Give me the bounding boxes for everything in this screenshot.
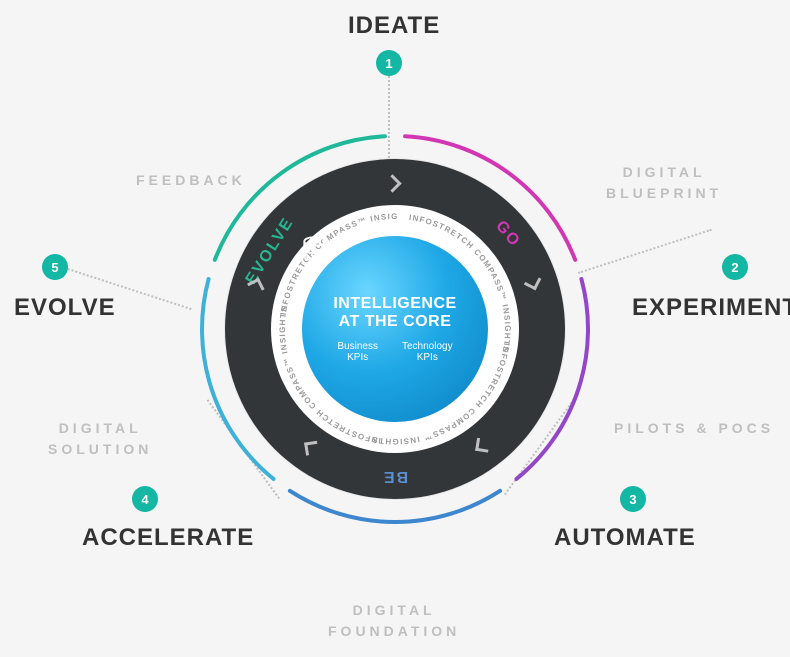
kpi-label: Business KPIs (337, 341, 378, 363)
stage-badge-1: 1 (376, 50, 402, 76)
core-title-2: AT THE CORE (339, 313, 452, 331)
chevron-icon (386, 177, 404, 195)
outer-label-text: PILOTS & POCS (614, 420, 774, 436)
outer-label-text: DIGITAL SOLUTION (48, 420, 152, 457)
core-kpi-business: Business KPIs (337, 341, 378, 363)
blue-core: INTELLIGENCE AT THE CORE Business KPIs T… (302, 236, 488, 422)
stage-badge-4: 4 (132, 486, 158, 512)
outer-label-pilots: PILOTS & POCS (614, 418, 774, 439)
outer-label-digital-solution: DIGITAL SOLUTION (48, 418, 152, 460)
stage-number: 2 (731, 260, 738, 275)
stage-badge-5: 5 (42, 254, 68, 280)
diagram: INFOSTRETCH COMPASS™ INSIGHTS INFOSTRETC… (195, 129, 595, 529)
kpi-label: Technology KPIs (402, 341, 453, 363)
stage-number: 1 (385, 56, 392, 71)
stage-label-5: EVOLVE (14, 294, 116, 322)
stage-badge-3: 3 (620, 486, 646, 512)
stage-number: 4 (141, 492, 148, 507)
connector-2 (578, 229, 712, 274)
outer-label-text: DIGITAL FOUNDATION (328, 602, 460, 639)
outer-label-digital-blueprint: DIGITAL BLUEPRINT (606, 162, 722, 204)
stage-label-2: EXPERIMENT (632, 294, 790, 322)
outer-label-digital-foundation: DIGITAL FOUNDATION (328, 600, 460, 642)
stage-number: 3 (629, 492, 636, 507)
stage-number: 5 (51, 260, 58, 275)
database-icon (302, 236, 328, 266)
ring-word-be: BE (382, 467, 408, 485)
core-title-1: INTELLIGENCE (333, 295, 456, 313)
core-kpi-technology: Technology KPIs (402, 341, 453, 363)
outer-label-text: DIGITAL BLUEPRINT (606, 164, 722, 201)
stage-badge-2: 2 (722, 254, 748, 280)
stage-label-1: IDEATE (348, 12, 440, 40)
